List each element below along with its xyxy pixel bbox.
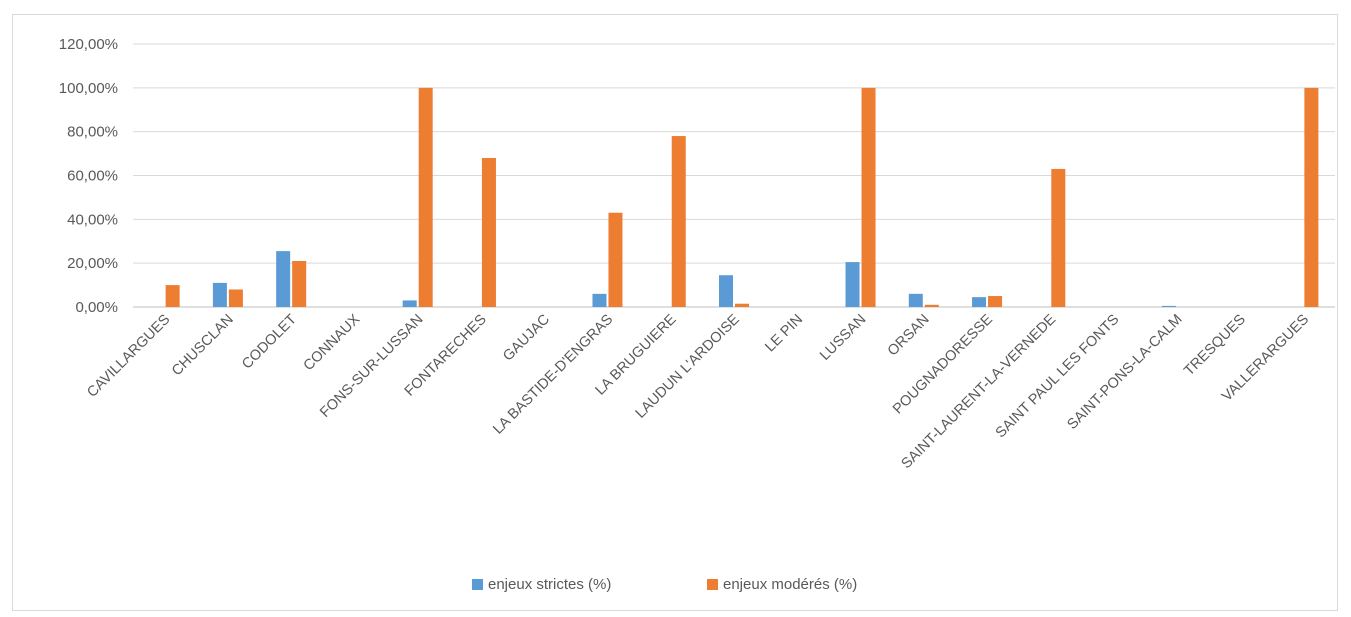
gridlines (133, 43, 1335, 308)
x-category-label: LUSSAN (817, 312, 869, 364)
y-tick-label: 80,00% (67, 124, 118, 141)
bar-enjeux-moderes-8 (671, 136, 686, 307)
x-category-label: CAVILLARGUES (84, 312, 173, 401)
bar-enjeux-strictes-16 (1161, 305, 1176, 307)
bar-enjeux-strictes-1 (212, 282, 227, 307)
bar-enjeux-strictes-9 (719, 275, 733, 307)
bar-enjeux-strictes-4 (402, 300, 417, 307)
bar-enjeux-moderes-18 (1304, 87, 1319, 307)
bar-enjeux-moderes-11 (861, 87, 876, 307)
x-category-label: SAINT PAUL LES FONTS (993, 312, 1123, 442)
bar-enjeux-moderes-1 (228, 289, 243, 307)
x-category-label: GAUJAC (500, 312, 553, 365)
x-category-label: LAUDUN L'ARDOISE (633, 311, 743, 421)
y-tick-label: 60,00% (67, 168, 118, 185)
x-category-label: CHUSCLAN (169, 312, 237, 380)
legend: enjeux strictes (%) enjeux modérés (%) (472, 576, 857, 593)
bar-enjeux-moderes-5 (481, 157, 496, 307)
x-category-label: CODOLET (239, 311, 300, 372)
y-tick-label: 20,00% (67, 255, 118, 272)
legend-label: enjeux strictes (%) (488, 576, 611, 593)
y-tick-label: 0,00% (75, 299, 118, 316)
x-category-label: LE PIN (762, 312, 806, 356)
x-category-label: TRESQUES (1181, 312, 1249, 380)
legend-swatch (472, 579, 483, 590)
bar-enjeux-moderes-13 (988, 296, 1003, 307)
bar-enjeux-strictes-12 (908, 293, 923, 307)
bar-enjeux-moderes-0 (165, 285, 180, 307)
bar-enjeux-moderes-12 (924, 304, 939, 307)
bar-enjeux-strictes-7 (592, 293, 607, 307)
bar-enjeux-strictes-13 (972, 297, 987, 307)
bar-enjeux-moderes-2 (292, 260, 307, 307)
bars (165, 87, 1319, 307)
y-tick-label: 120,00% (59, 36, 118, 53)
x-category-label: FONS-SUR-LUSSAN (317, 312, 426, 421)
bar-enjeux-strictes-11 (845, 262, 860, 307)
bar-enjeux-moderes-4 (418, 87, 433, 307)
bar-enjeux-moderes-14 (1051, 168, 1066, 307)
y-tick-label: 40,00% (67, 211, 118, 228)
bar-enjeux-strictes-2 (276, 251, 291, 307)
x-category-label: SAINT-PONS-LA-CALM (1064, 312, 1185, 433)
x-category-label: LA BASTIDE-D'ENGRAS (490, 312, 616, 438)
bar-enjeux-moderes-7 (608, 212, 623, 307)
y-axis-ticks: 0,00% 20,00% 40,00% 60,00% 80,00% 100,00% 120,… (59, 36, 118, 316)
x-category-label: ORSAN (885, 312, 933, 360)
bar-enjeux-moderes-9 (735, 303, 749, 307)
legend-swatch (707, 579, 718, 590)
chart-frame (12, 14, 1338, 611)
x-category-label: CONNAUX (301, 311, 364, 374)
legend-label: enjeux modérés (%) (723, 576, 857, 593)
y-tick-label: 100,00% (59, 80, 118, 97)
